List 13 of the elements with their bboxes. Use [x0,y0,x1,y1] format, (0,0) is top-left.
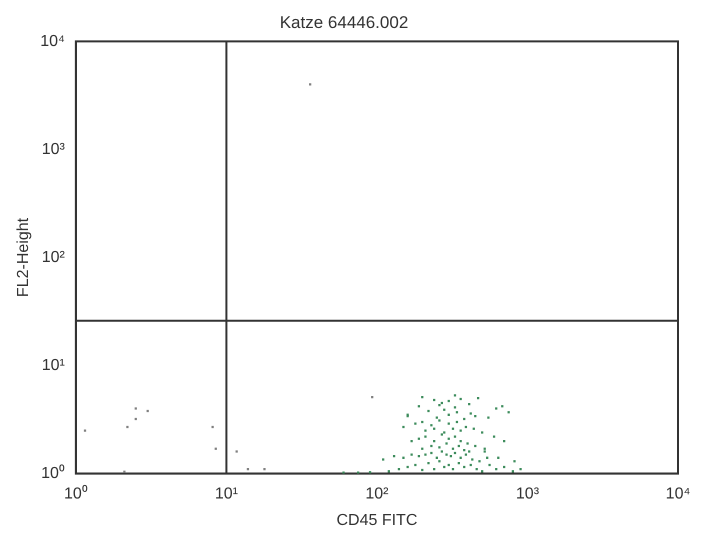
y-tick-label: 10¹ [42,356,65,374]
y-tick-label: 10⁴ [40,32,65,50]
x-tick-label: 10³ [516,486,540,503]
chart-title: Katze 64446.002 [280,12,408,32]
y-axis-title: FL2-Height [15,217,32,298]
x-axis-title: CD45 FITC [336,512,418,529]
x-tick-label: 10⁰ [64,484,88,503]
y-tick-label: 10⁰ [41,464,65,482]
y-tick-label: 10³ [42,140,66,158]
y-tick-label: 10² [42,248,66,266]
x-tick-label: 10² [365,486,390,503]
x-tick-label: 10¹ [214,486,238,503]
x-tick-label: 10⁴ [666,486,690,503]
